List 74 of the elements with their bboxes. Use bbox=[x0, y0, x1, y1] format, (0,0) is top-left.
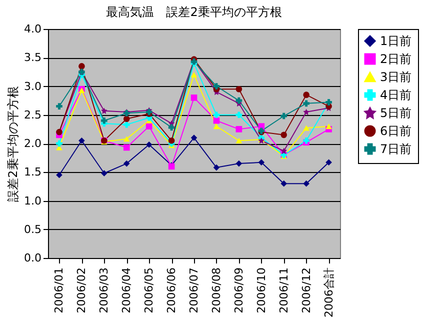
legend-label: 6日前 bbox=[380, 124, 412, 138]
y-tick-label: 3.5 bbox=[24, 51, 42, 64]
point bbox=[146, 141, 152, 148]
x-tick-label: 2006/09 bbox=[232, 268, 246, 314]
point bbox=[213, 117, 220, 124]
legend-label: 3日前 bbox=[380, 70, 412, 84]
point bbox=[258, 159, 265, 166]
y-tick-label: 0.0 bbox=[24, 252, 42, 264]
point bbox=[213, 112, 220, 118]
point bbox=[123, 121, 130, 128]
point bbox=[236, 138, 242, 144]
y-tick-label: 1.5 bbox=[24, 166, 42, 179]
point bbox=[56, 103, 62, 110]
legend-label: 7日前 bbox=[380, 142, 412, 156]
point bbox=[236, 126, 242, 132]
point bbox=[56, 172, 62, 178]
point bbox=[56, 140, 62, 147]
x-tick-label: 2006/01 bbox=[52, 268, 66, 314]
x-tick-label: 2006/05 bbox=[142, 268, 156, 314]
x-tick-label: 2006/12 bbox=[300, 268, 313, 314]
x-tick-label: 2006/04 bbox=[120, 268, 134, 314]
y-axis-title: 誤差2乗平均の平方根 bbox=[6, 86, 20, 202]
point bbox=[236, 86, 242, 92]
point bbox=[303, 180, 310, 187]
y-tick-label: 2.0 bbox=[24, 137, 42, 150]
x-tick-label: 2006/11 bbox=[277, 268, 290, 314]
point bbox=[123, 144, 130, 151]
point bbox=[280, 148, 288, 154]
x-tick-label: 2006/10 bbox=[254, 268, 268, 314]
point bbox=[100, 170, 108, 176]
y-tick-label: 2.5 bbox=[24, 108, 42, 122]
point bbox=[190, 134, 198, 141]
point bbox=[100, 117, 108, 124]
y-tick-label: 3.0 bbox=[24, 80, 42, 93]
legend-label: 4日前 bbox=[380, 88, 412, 102]
point bbox=[146, 123, 152, 130]
x-tick-label: 2006/07 bbox=[188, 268, 200, 314]
point bbox=[326, 124, 332, 130]
chart-title: 最高気温 誤差2乗平均の平方根 bbox=[106, 5, 282, 19]
x-tick-label: 2006/08 bbox=[210, 268, 223, 314]
x-tick-label: 2006/06 bbox=[165, 268, 178, 314]
point bbox=[213, 164, 220, 171]
point bbox=[100, 108, 108, 114]
point bbox=[326, 159, 332, 166]
point bbox=[303, 100, 310, 107]
x-tick-label: 2006合計 bbox=[322, 268, 336, 318]
point bbox=[303, 108, 310, 116]
point bbox=[236, 160, 242, 167]
point bbox=[190, 94, 198, 101]
point bbox=[168, 137, 175, 144]
point bbox=[123, 136, 130, 142]
point bbox=[78, 137, 85, 144]
y-tick-label: 1.0 bbox=[24, 194, 42, 208]
point bbox=[213, 83, 220, 90]
x-tick-label: 2006/02 bbox=[75, 268, 88, 314]
point bbox=[236, 97, 242, 104]
y-tick-label: 4.0 bbox=[24, 22, 42, 36]
point bbox=[303, 92, 310, 98]
y-tick-label: 0.5 bbox=[24, 222, 42, 236]
point bbox=[168, 124, 175, 131]
point bbox=[280, 132, 288, 138]
point bbox=[280, 180, 288, 187]
point bbox=[303, 125, 310, 131]
point bbox=[190, 72, 198, 78]
point bbox=[213, 124, 220, 130]
point bbox=[236, 112, 242, 118]
point bbox=[78, 63, 85, 70]
legend-label: 1日前 bbox=[380, 34, 412, 48]
point bbox=[123, 116, 130, 122]
point bbox=[280, 112, 288, 120]
point bbox=[123, 160, 130, 167]
legend-label: 2日前 bbox=[380, 52, 412, 66]
x-tick-label: 2006/03 bbox=[98, 268, 111, 314]
legend-label: 5日前 bbox=[380, 106, 412, 120]
